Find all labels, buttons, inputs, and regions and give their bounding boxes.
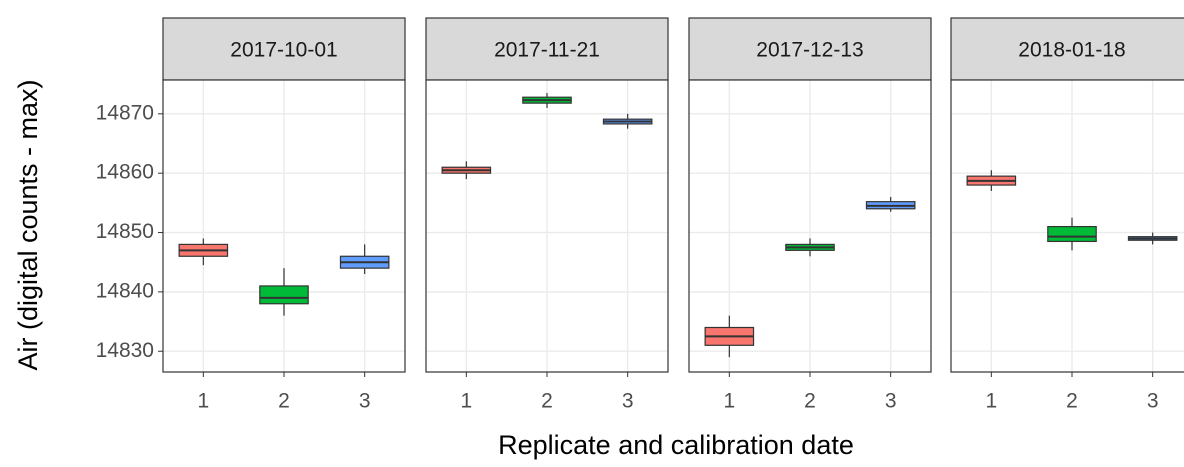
strip-bg [162,17,406,81]
strip-bg [688,17,932,81]
y-tick-label: 14860 [96,161,154,184]
x-tick-label: 3 [1147,390,1159,413]
x-tick-label: 3 [885,390,897,413]
x-tick-label: 3 [622,390,634,413]
y-tick-label: 14850 [96,220,154,243]
x-axis-title: Replicate and calibration date [498,430,854,460]
x-tick-label: 1 [197,390,209,413]
panel-border [950,79,1184,373]
box [1047,225,1097,243]
x-tick-label: 2 [1066,390,1078,413]
panel-border [425,79,669,373]
x-tick-label: 3 [359,390,371,413]
strip-label: 2017-12-13 [756,39,863,62]
x-tick-label: 1 [460,390,472,413]
x-tick-label: 2 [541,390,553,413]
x-tick-label: 2 [804,390,816,413]
strip-bg [425,17,669,81]
y-tick-label: 14830 [96,339,154,362]
x-tick-label: 1 [985,390,997,413]
y-tick-label: 14840 [96,279,154,302]
panel-border [688,79,932,373]
box [259,285,309,305]
strip-label: 2017-11-21 [494,39,600,62]
x-tick-label: 1 [723,390,735,413]
y-axis-title: Air (digital counts - max) [13,79,43,370]
strip-label: 2017-10-01 [230,39,337,62]
x-tick-label: 2 [278,390,290,413]
strip-label: 2018-01-18 [1018,39,1125,62]
y-tick-label: 14870 [96,101,154,124]
panel-border [162,79,406,373]
